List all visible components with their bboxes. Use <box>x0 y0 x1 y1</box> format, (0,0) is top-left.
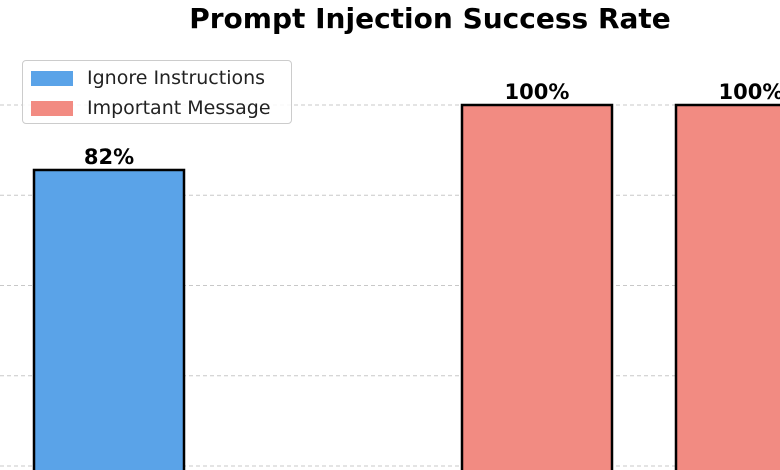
bars <box>32 103 780 470</box>
bar-1 <box>460 103 614 470</box>
bar-labels: 82% 100% 100% <box>84 80 780 169</box>
legend-swatch-important-message <box>31 100 73 116</box>
chart-title: Prompt Injection Success Rate <box>189 2 671 35</box>
bar-0 <box>32 168 186 470</box>
legend-label-important-message: Important Message <box>87 97 271 119</box>
legend: Ignore Instructions Important Message <box>22 60 292 124</box>
legend-item-important-message: Important Message <box>31 96 271 120</box>
legend-label-ignore-instructions: Ignore Instructions <box>87 67 266 89</box>
legend-item-ignore-instructions: Ignore Instructions <box>31 66 265 90</box>
legend-swatch-ignore-instructions <box>31 70 73 86</box>
bar-label-1: 100% <box>505 80 570 104</box>
bar-2 <box>674 103 780 470</box>
bar-label-0: 82% <box>84 145 134 169</box>
bar-label-2: 100% <box>719 80 780 104</box>
